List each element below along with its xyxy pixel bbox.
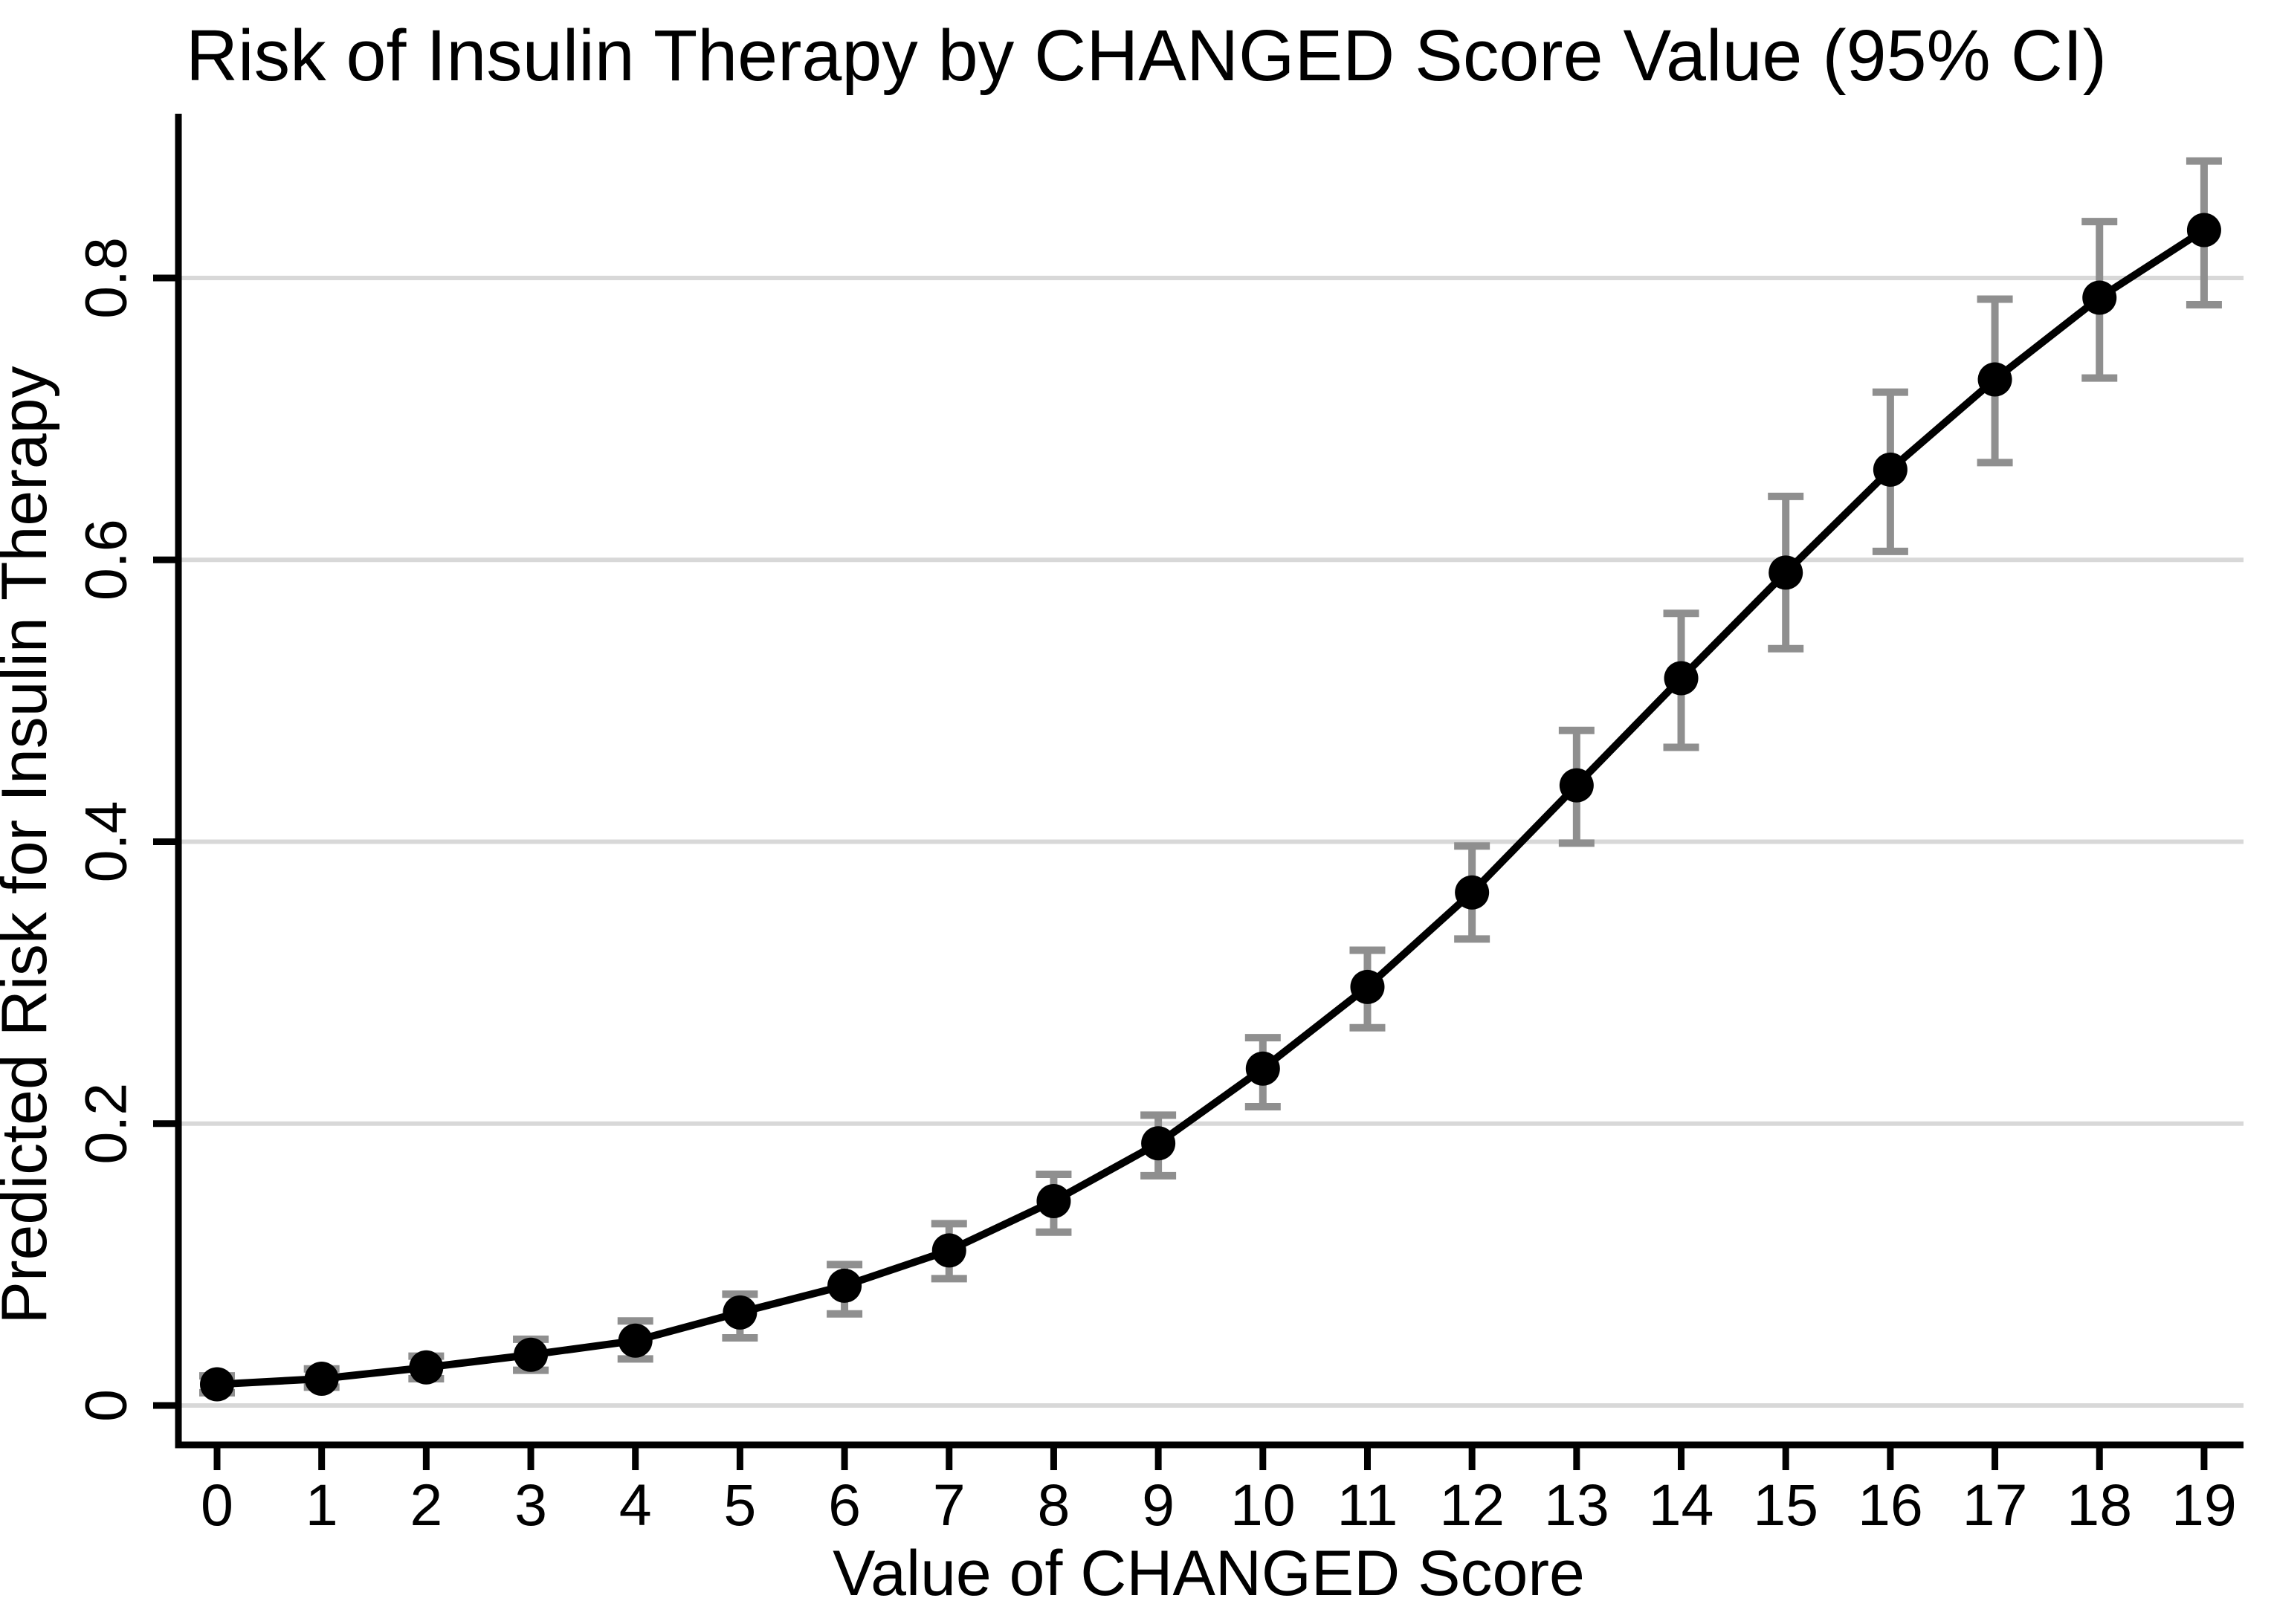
- data-point: [1141, 1126, 1176, 1161]
- axes: [175, 114, 2244, 1449]
- data-point: [1245, 1051, 1280, 1086]
- data-point: [618, 1323, 653, 1358]
- gridlines: [178, 276, 2244, 1408]
- x-tick-label: 8: [1037, 1472, 1070, 1538]
- data-point: [1769, 555, 1803, 590]
- data-point: [1455, 875, 1490, 910]
- y-tick-label: 0.4: [73, 801, 139, 883]
- data-point: [1559, 768, 1594, 803]
- data-point: [409, 1350, 444, 1385]
- data-point: [723, 1295, 758, 1330]
- data-point: [1350, 969, 1385, 1004]
- y-axis-title: Predicted Risk for Insulin Therapy: [0, 366, 60, 1324]
- data-point: [1036, 1184, 1071, 1219]
- x-tick-label: 5: [723, 1472, 756, 1538]
- x-tick-label: 19: [2171, 1472, 2237, 1538]
- x-tick-label: 2: [410, 1472, 442, 1538]
- x-tick-label: 1: [306, 1472, 338, 1538]
- x-axis-title: Value of CHANGED Score: [833, 1538, 1585, 1609]
- y-tick-label: 0.8: [73, 237, 139, 319]
- data-point: [827, 1268, 862, 1303]
- data-point: [2082, 280, 2117, 315]
- data-point: [200, 1367, 234, 1402]
- x-tick-label: 17: [1963, 1472, 2028, 1538]
- chart-title: Risk of Insulin Therapy by CHANGED Score…: [186, 15, 2107, 96]
- y-tick-labels: 0 0.2 0.4 0.6 0.8: [73, 237, 139, 1422]
- data-point: [514, 1337, 549, 1372]
- data-points: [200, 213, 2221, 1402]
- data-point: [2186, 213, 2221, 248]
- x-tick-label: 13: [1544, 1472, 1609, 1538]
- x-tick-label: 6: [828, 1472, 861, 1538]
- x-tick-label: 14: [1649, 1472, 1714, 1538]
- data-point: [931, 1233, 966, 1268]
- data-point: [1873, 452, 1908, 487]
- error-bars: [199, 157, 2222, 1397]
- x-tick-label: 12: [1439, 1472, 1505, 1538]
- x-tick-label: 4: [619, 1472, 652, 1538]
- x-tick-label: 0: [201, 1472, 233, 1538]
- x-tick-label: 18: [2067, 1472, 2132, 1538]
- x-tick-label: 7: [933, 1472, 966, 1538]
- trend-line: [216, 227, 2206, 1388]
- x-tick-label: 9: [1142, 1472, 1175, 1538]
- risk-line: [216, 227, 2206, 1388]
- x-tick-label: 3: [514, 1472, 547, 1538]
- x-tick-label: 10: [1230, 1472, 1296, 1538]
- y-tick-label: 0.2: [73, 1083, 139, 1165]
- x-tick-label: 16: [1858, 1472, 1923, 1538]
- data-point: [1977, 362, 2012, 397]
- axis-ticks: [153, 274, 2208, 1470]
- data-point: [304, 1361, 339, 1396]
- x-tick-label: 11: [1337, 1472, 1398, 1538]
- x-tick-label: 15: [1753, 1472, 1818, 1538]
- y-tick-label: 0: [73, 1389, 139, 1422]
- x-tick-labels: 0 1 2 3 4 5 6 7 8 9 10 11 12 13 14 15 16 17 18 19: [201, 1472, 2237, 1538]
- y-tick-label: 0.6: [73, 519, 139, 601]
- data-point: [1664, 661, 1699, 696]
